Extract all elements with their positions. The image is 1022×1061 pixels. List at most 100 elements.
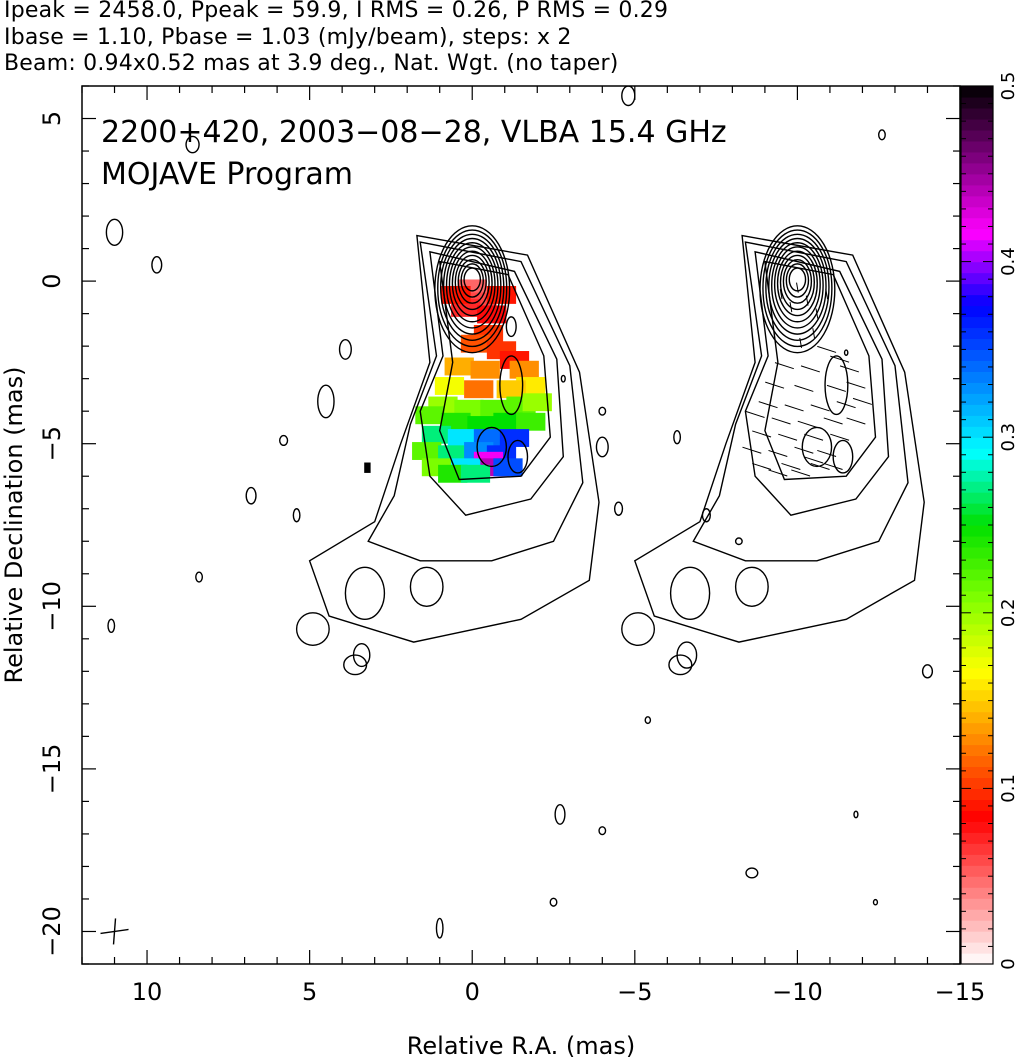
- jet-contour: [734, 566, 769, 607]
- evpa-vector: [752, 462, 772, 470]
- evpa-vector: [789, 302, 793, 313]
- noise-contour: [435, 917, 444, 939]
- colorbar-segment: [961, 492, 993, 504]
- axis-tick-labels: 10 5 0 −5 −10 −15 5 0 −5 −10 −15 −20: [38, 111, 985, 1006]
- core-contour: [451, 250, 493, 317]
- evpa-vector: [778, 433, 798, 441]
- y-tick-label: 0: [38, 273, 66, 288]
- y-tick-label: −5: [38, 426, 66, 461]
- core-contour: [785, 263, 810, 298]
- colorbar-segment: [961, 645, 993, 658]
- noise-contour: [843, 349, 849, 356]
- polarization-vectors: [742, 282, 872, 477]
- colorbar-segment: [961, 261, 993, 274]
- noise-contour: [595, 436, 609, 458]
- jet-contour: [343, 654, 368, 676]
- noise-contour: [195, 571, 204, 583]
- y-tick-label: −20: [38, 906, 66, 957]
- beam-minor-axis: [112, 918, 117, 945]
- colorbar-segment: [961, 700, 993, 713]
- noise-contour: [107, 618, 116, 634]
- evpa-vector: [823, 462, 843, 470]
- colorbar-segment: [961, 623, 993, 636]
- colorbar-segment: [961, 184, 993, 197]
- noise-contour: [554, 803, 566, 825]
- colorbar-segment: [961, 514, 993, 526]
- x-axis-label: Relative R.A. (mas): [407, 1032, 635, 1060]
- colorbar-segment: [961, 118, 993, 131]
- colorbar-tick-label: 0.1: [998, 774, 1019, 803]
- pol-pixel: [516, 412, 546, 431]
- x-tick-label: −10: [772, 978, 823, 1006]
- evpa-vector: [794, 384, 814, 392]
- core-contour: [771, 242, 824, 329]
- evpa-vector: [846, 381, 866, 389]
- core-contour: [448, 246, 496, 323]
- evpa-vector: [836, 401, 856, 409]
- noise-contour: [185, 135, 200, 154]
- colorbar-ticks: [961, 85, 993, 965]
- colorbar-segment: [961, 426, 993, 438]
- map-title-annotation: 2200+420, 2003−08−28, VLBA 15.4 GHz: [101, 115, 727, 150]
- pol-pixel: [493, 412, 523, 431]
- colorbar-segment: [961, 250, 993, 263]
- evpa-vector: [800, 365, 820, 373]
- colorbar-segment: [961, 162, 993, 175]
- jet-contour: [419, 250, 565, 516]
- colorbar-segment: [961, 129, 993, 142]
- noise-contour: [745, 867, 759, 879]
- colorbar-segment: [961, 931, 993, 943]
- noise-contour: [549, 897, 558, 907]
- noise-contour: [364, 462, 371, 473]
- colorbar-segment: [961, 195, 993, 208]
- evpa-vector: [810, 404, 830, 412]
- evpa-vector: [779, 289, 783, 300]
- colorbar-segment: [961, 393, 993, 405]
- noise-contour: [352, 642, 371, 668]
- colorbar-tick-label: 0.2: [998, 598, 1019, 627]
- evpa-vector: [768, 469, 788, 477]
- jet-contour: [633, 234, 925, 643]
- evpa-vector: [830, 355, 850, 363]
- colorbar-segment: [961, 843, 993, 855]
- colorbar-segment: [961, 601, 993, 614]
- evpa-vector: [805, 295, 809, 306]
- colorbar-segment: [961, 755, 993, 768]
- colorbar-segment: [961, 546, 993, 559]
- colorbar-segment: [961, 799, 993, 811]
- noise-contour: [701, 508, 711, 523]
- y-tick-label: −15: [38, 744, 66, 795]
- evpa-vector: [823, 417, 843, 425]
- pol-pixel: [460, 464, 491, 483]
- colorbar-segment: [961, 656, 993, 669]
- colorbar-segment: [961, 898, 993, 910]
- colorbar-segment: [961, 887, 993, 899]
- colorbar-segment: [961, 535, 993, 548]
- axis-ticks: [81, 85, 961, 965]
- core-contour: [773, 246, 821, 323]
- evpa-vector: [765, 381, 785, 389]
- colorbar-segment: [961, 876, 993, 888]
- core-contour: [460, 263, 484, 298]
- colorbar-segment: [961, 634, 993, 647]
- evpa-vector: [794, 446, 814, 454]
- colorbar-segment: [961, 557, 993, 570]
- colorbar-segment: [961, 920, 993, 932]
- evpa-vector: [771, 417, 791, 425]
- core-contour: [762, 229, 833, 348]
- colorbar-segment: [961, 722, 993, 735]
- colorbar-segment: [961, 733, 993, 746]
- evpa-vector: [852, 397, 872, 405]
- evpa-vector: [830, 433, 850, 441]
- colorbar-segment: [961, 338, 993, 350]
- fractional-polarization-pixels: [412, 279, 552, 483]
- colorbar-segment: [961, 316, 993, 329]
- colorbar-segment: [961, 206, 993, 219]
- core-contour: [782, 258, 813, 304]
- colorbar-segment: [961, 481, 993, 493]
- pol-pixel: [460, 334, 491, 353]
- evpa-vector: [768, 449, 788, 457]
- colorbar-segment: [961, 239, 993, 252]
- jet-contour: [409, 566, 444, 607]
- colorbar-segment: [961, 96, 993, 109]
